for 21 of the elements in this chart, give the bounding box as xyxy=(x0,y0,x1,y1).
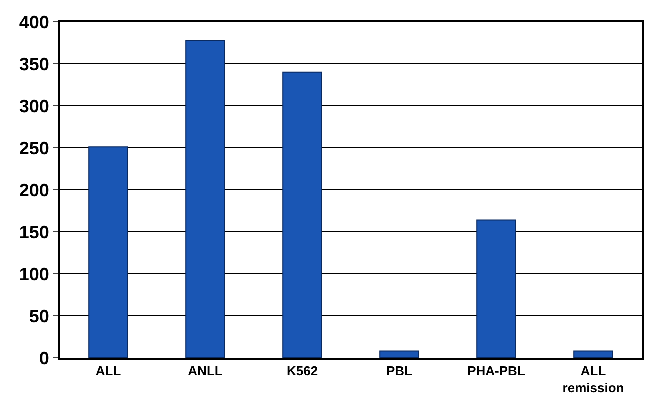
x-tick-label: ANLL xyxy=(188,364,223,379)
y-tick-label: 150 xyxy=(19,222,50,242)
x-tick-label: ALL remission xyxy=(562,364,624,396)
y-tick-label: 400 xyxy=(19,12,50,32)
y-tick-label: 50 xyxy=(29,306,50,326)
y-tick-label: 0 xyxy=(39,348,50,368)
bar xyxy=(88,146,128,358)
bar xyxy=(380,350,420,358)
y-tick-label: 100 xyxy=(19,264,50,284)
y-tick-label: 350 xyxy=(19,54,50,74)
x-tick-label: K562 xyxy=(286,364,318,379)
y-tick-label: 250 xyxy=(19,138,50,158)
bar xyxy=(282,72,322,358)
bar xyxy=(186,40,226,358)
x-tick-label: ALL xyxy=(96,364,122,379)
x-tick-label: PBL xyxy=(386,364,413,379)
bar xyxy=(476,220,516,358)
y-tick-label: 300 xyxy=(19,96,50,116)
bar xyxy=(574,350,614,358)
x-tick-label: PHA-PBL xyxy=(468,364,526,379)
y-tick-label: 200 xyxy=(19,180,50,200)
